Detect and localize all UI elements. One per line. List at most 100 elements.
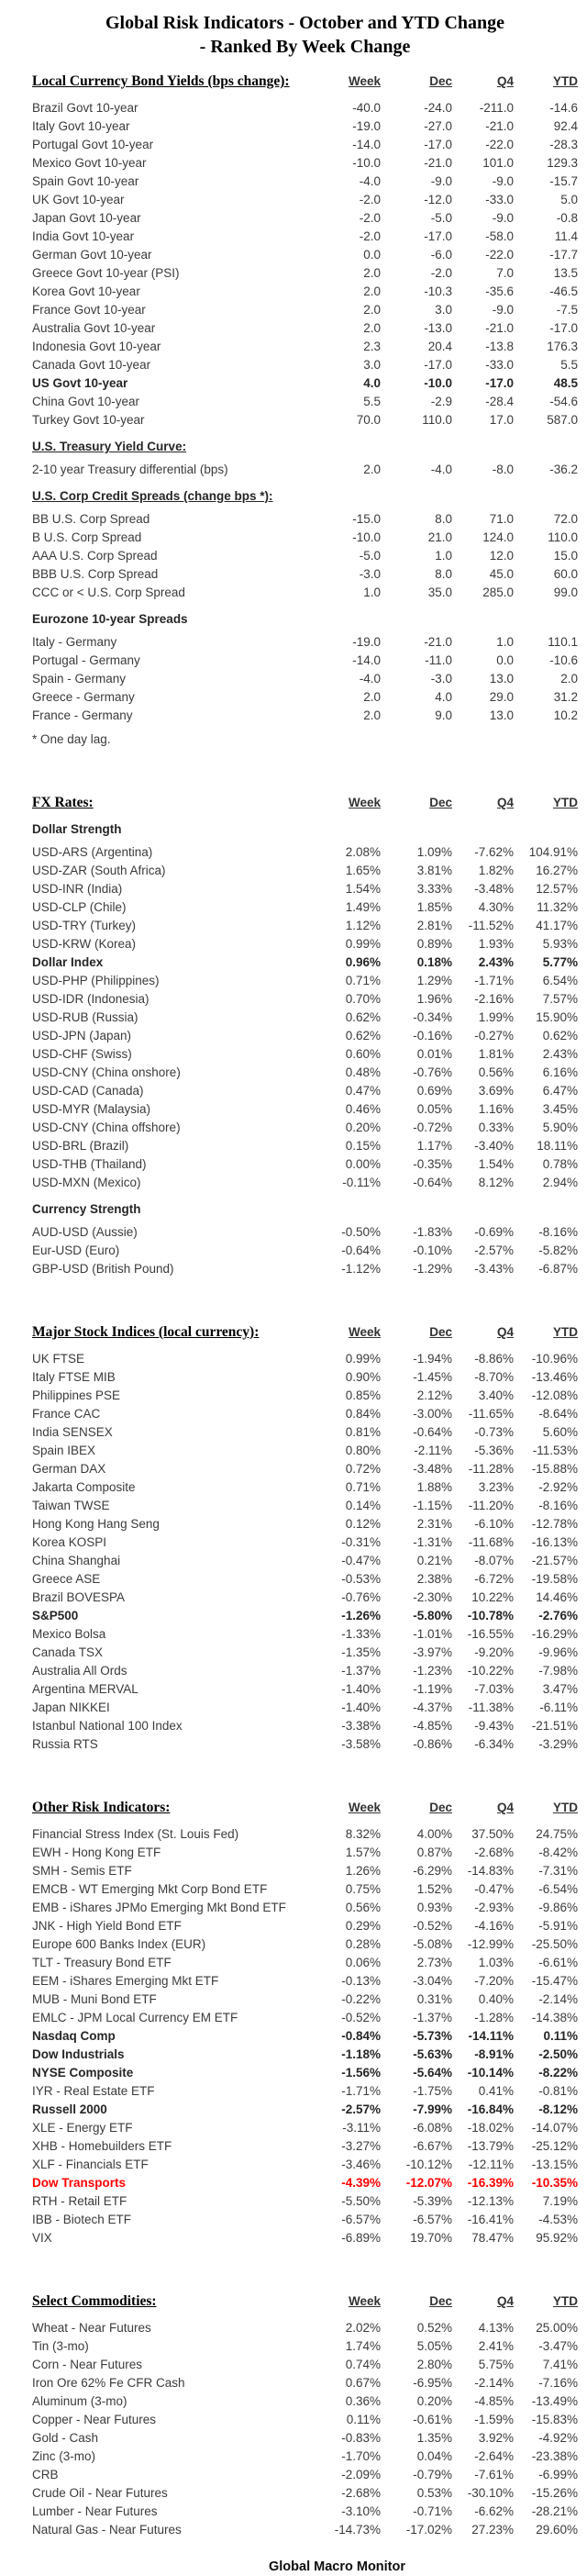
row-value-dec: -0.61% [413, 2413, 452, 2426]
row-value-week: -0.13% [341, 1974, 381, 1988]
row-value-week: 0.60% [345, 1047, 381, 1061]
row-label: Lumber - Near Futures [32, 2504, 158, 2518]
column-header-week: Week [348, 74, 381, 88]
row-label: B U.S. Corp Spread [32, 530, 142, 544]
table-row: USD-MXN (Mexico) -0.11% -0.64% 8.12% 2.94% [32, 1174, 578, 1192]
row-value-q4: 27.23% [471, 2523, 514, 2537]
row-value-q4: -16.41% [467, 2213, 514, 2226]
section-heading: Select Commodities: [32, 2293, 157, 2309]
table-row: Tin (3-mo) 1.74% 5.05% 2.41% -3.47% [32, 2337, 578, 2356]
row-value-ytd: -16.29% [531, 1627, 578, 1641]
table-row: USD-CLP (Chile) 1.49% 1.85% 4.30% 11.32% [32, 898, 578, 917]
row-value-ytd: 29.60% [536, 2523, 578, 2537]
row-label: Canada TSX [32, 1645, 104, 1659]
row-value-q4: 2.41% [478, 2339, 514, 2353]
row-value-dec: 1.09% [416, 845, 452, 859]
row-value-ytd: -8.12% [538, 2102, 578, 2116]
row-label: EMCB - WT Emerging Mkt Corp Bond ETF [32, 1882, 268, 1896]
column-header-dec: Dec [429, 1325, 452, 1339]
row-value-q4: 4.13% [478, 2321, 514, 2335]
row-value-ytd: -13.46% [531, 1370, 578, 1384]
row-value-dec: -0.79% [413, 2468, 452, 2481]
table-row: USD-INR (India) 1.54% 3.33% -3.48% 12.57% [32, 880, 578, 898]
row-value-dec: -0.72% [413, 1121, 452, 1134]
row-value-ytd: -6.87% [538, 1262, 578, 1276]
row-label: Natural Gas - Near Futures [32, 2523, 182, 2537]
row-value-dec: -1.37% [413, 2011, 452, 2024]
row-label: Italy FTSE MIB [32, 1370, 116, 1384]
section-heading: FX Rates: [32, 795, 94, 810]
row-value-dec: -0.34% [413, 1010, 452, 1024]
row-value-dec: 1.96% [416, 992, 452, 1006]
row-value-q4: -7.20% [474, 1974, 514, 1988]
row-value-ytd: 24.75% [536, 1827, 578, 1841]
row-label: Greece ASE [32, 1572, 101, 1586]
row-value-dec: 0.20% [416, 2394, 452, 2408]
row-value-ytd: -23.38% [531, 2449, 578, 2463]
row-value-ytd: -6.99% [538, 2468, 578, 2481]
table-row: Zinc (3-mo) -1.70% 0.04% -2.64% -23.38% [32, 2448, 578, 2466]
row-value-ytd: -12.78% [531, 1517, 578, 1531]
row-value-ytd: -6.11% [539, 1701, 578, 1714]
row-value-q4: -16.55% [467, 1627, 514, 1641]
row-label: Wheat - Near Futures [32, 2321, 151, 2335]
row-value-dec: -0.86% [413, 1737, 452, 1751]
table-row: Natural Gas - Near Futures -14.73% -17.02%… [32, 2521, 578, 2539]
table-row: USD-BRL (Brazil) 0.15% 1.17% -3.40% 18.11% [32, 1137, 578, 1155]
row-value-ytd: 15.90% [536, 1010, 578, 1024]
row-value-week: 2.0 [363, 690, 381, 704]
row-label: US Govt 10-year [32, 376, 128, 390]
row-label: USD-IDR (Indonesia) [32, 992, 150, 1006]
row-value-ytd: -3.29% [538, 1737, 578, 1751]
row-value-q4: -11.52% [468, 919, 514, 932]
table-row: USD-RUB (Russia) 0.62% -0.34% 1.99% 15.90% [32, 1009, 578, 1027]
row-label: Jakarta Composite [32, 1480, 136, 1494]
column-header-row: Other Risk Indicators: Week Dec Q4 YTD [32, 1800, 578, 1816]
row-value-q4: 1.93% [478, 937, 514, 951]
row-value-dec: -5.39% [413, 2194, 452, 2208]
row-label: USD-TRY (Turkey) [32, 919, 137, 932]
row-label: China Govt 10-year [32, 395, 140, 408]
row-value-week: 0.99% [345, 1352, 381, 1366]
row-value-q4: 285.0 [482, 585, 514, 599]
table-row: Argentina MERVAL -1.40% -1.19% -7.03% 3.47% [32, 1680, 578, 1699]
row-value-dec: -17.0 [424, 358, 452, 372]
row-value-q4: -0.69% [474, 1225, 514, 1239]
row-value-week: -1.37% [341, 1664, 381, 1678]
row-value-dec: 3.81% [416, 864, 452, 877]
row-value-dec: -6.95% [413, 2376, 452, 2390]
row-value-week: -5.50% [341, 2194, 381, 2208]
row-value-dec: -11.0 [425, 653, 452, 667]
row-label: Turkey Govt 10-year [32, 413, 145, 427]
row-value-q4: -13.79% [467, 2139, 514, 2153]
row-value-week: 0.90% [345, 1370, 381, 1384]
row-label: Crude Oil - Near Futures [32, 2486, 168, 2500]
row-value-q4: -11.68% [468, 1535, 514, 1549]
row-label: India SENSEX [32, 1425, 113, 1439]
row-value-ytd: -36.2 [549, 463, 578, 476]
row-value-ytd: 48.5 [553, 376, 578, 390]
row-value-ytd: -25.12% [531, 2139, 578, 2153]
row-value-week: -40.0 [352, 101, 381, 115]
row-value-week: 0.62% [345, 1029, 381, 1043]
row-value-week: 0.56% [345, 1901, 381, 1914]
subsection-heading: Dollar Strength [32, 822, 122, 836]
row-value-ytd: 16.27% [536, 864, 578, 877]
row-value-dec: 1.85% [416, 900, 452, 914]
row-value-q4: 3.92% [478, 2431, 514, 2445]
row-value-q4: -2.68% [474, 1846, 514, 1859]
row-value-week: 0.71% [345, 1480, 381, 1494]
column-header-week: Week [348, 1801, 381, 1814]
row-value-week: 0.48% [345, 1065, 381, 1079]
row-value-q4: -9.0 [492, 303, 514, 317]
table-row: CRB -2.09% -0.79% -7.61% -6.99% [32, 2466, 578, 2484]
row-value-q4: -28.4 [485, 395, 514, 408]
row-value-week: 0.99% [345, 937, 381, 951]
row-label: Greece Govt 10-year (PSI) [32, 266, 180, 280]
row-value-ytd: -13.15% [531, 2158, 578, 2171]
table-row: USD-CNY (China offshore) 0.20% -0.72% 0.33%… [32, 1119, 578, 1137]
table-row: France - Germany 2.0 9.0 13.0 10.2 [32, 707, 578, 725]
row-value-ytd: -15.88% [531, 1462, 578, 1476]
table-row: Italy - Germany -19.0 -21.0 1.0 110.1 [32, 633, 578, 652]
table-row: USD-JPN (Japan) 0.62% -0.16% -0.27% 0.62% [32, 1027, 578, 1045]
